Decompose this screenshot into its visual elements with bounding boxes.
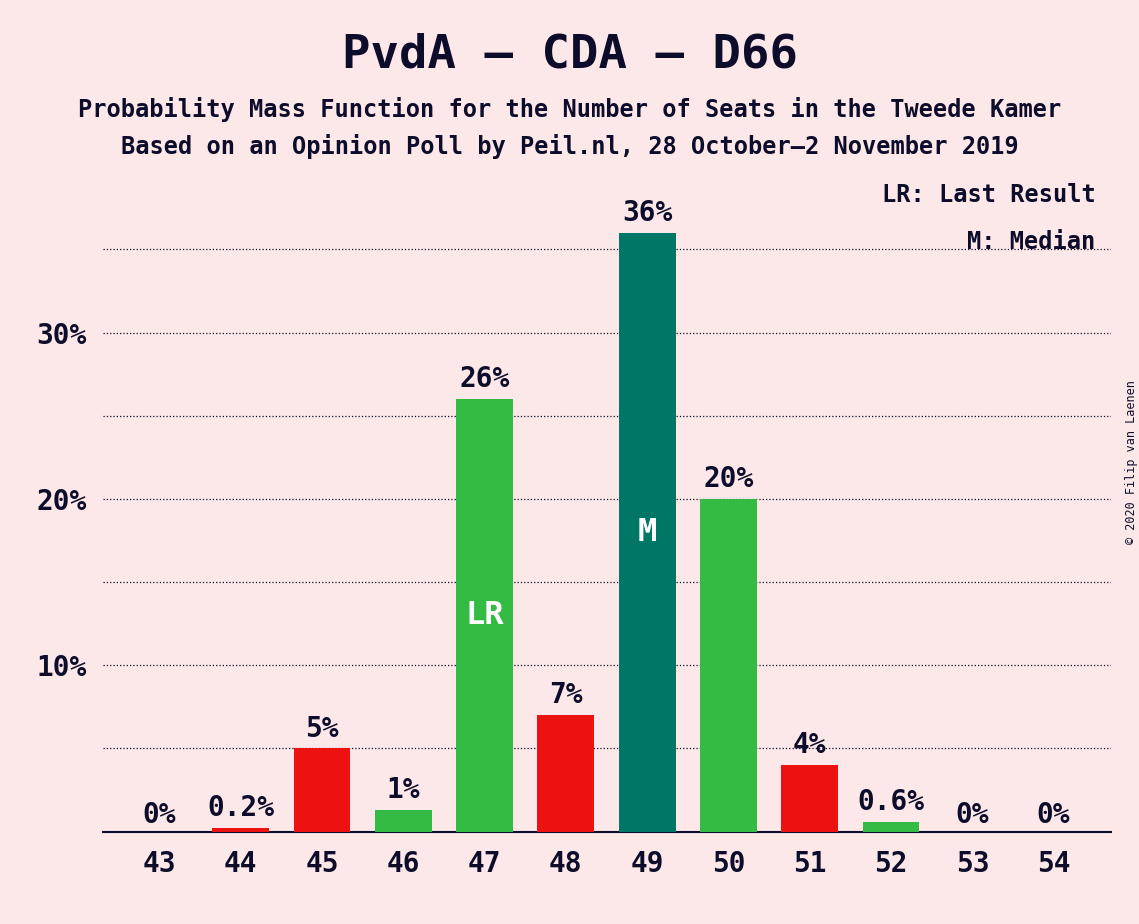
Text: Based on an Opinion Poll by Peil.nl, 28 October–2 November 2019: Based on an Opinion Poll by Peil.nl, 28 … xyxy=(121,134,1018,159)
Bar xyxy=(618,233,675,832)
Text: 0%: 0% xyxy=(956,801,989,829)
Bar xyxy=(781,765,838,832)
Text: 5%: 5% xyxy=(305,714,338,743)
Text: M: Median: M: Median xyxy=(967,229,1096,253)
Bar xyxy=(294,748,351,832)
Text: 0%: 0% xyxy=(1036,801,1071,829)
Bar xyxy=(862,821,919,832)
Text: 0.2%: 0.2% xyxy=(207,795,274,822)
Text: 20%: 20% xyxy=(703,465,754,493)
Bar xyxy=(212,828,269,832)
Text: LR: Last Result: LR: Last Result xyxy=(882,183,1096,207)
Text: 0.6%: 0.6% xyxy=(858,788,925,816)
Bar xyxy=(456,399,513,832)
Text: © 2020 Filip van Laenen: © 2020 Filip van Laenen xyxy=(1124,380,1138,544)
Text: LR: LR xyxy=(466,600,503,631)
Text: Probability Mass Function for the Number of Seats in the Tweede Kamer: Probability Mass Function for the Number… xyxy=(77,97,1062,122)
Text: 1%: 1% xyxy=(386,776,420,804)
Bar xyxy=(538,715,595,832)
Bar xyxy=(375,810,432,832)
Text: M: M xyxy=(638,517,657,548)
Text: 7%: 7% xyxy=(549,681,583,710)
Text: 26%: 26% xyxy=(459,365,510,394)
Bar xyxy=(700,499,757,832)
Text: 0%: 0% xyxy=(142,801,177,829)
Text: PvdA – CDA – D66: PvdA – CDA – D66 xyxy=(342,32,797,78)
Text: 4%: 4% xyxy=(793,731,827,760)
Text: 36%: 36% xyxy=(622,199,672,227)
